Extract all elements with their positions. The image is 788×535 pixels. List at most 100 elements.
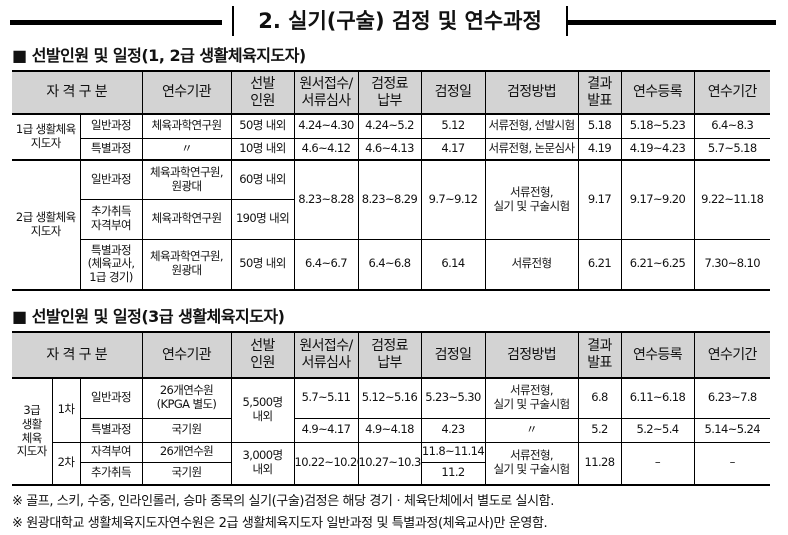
header-cell: 검정일 [420,331,486,379]
cell: 5.12~5.16 [357,377,422,419]
cell: 체육과학연구원 [141,113,232,139]
cell: 11.28 [577,441,622,486]
grade-cell: 2급 생활체육 지도자 [12,159,81,291]
cell: 5.2~5.4 [620,417,695,443]
cell: 〃 [141,137,232,161]
grade-cell: 1급 생활체육 지도자 [12,113,81,161]
cell: 9.17 [577,159,622,240]
cell: 4.19~4.23 [620,137,695,161]
cell: 〃 [484,417,579,443]
schedule-table-level3: 자 격 구 분 연수기관 선발 인원 원서접수/ 서류심사 검정료 납부 검정일… [12,331,770,486]
header-cell: 연수기관 [141,70,232,115]
cell: 특별과정 [80,137,143,161]
header-cell: 원서접수/ 서류심사 [293,331,359,379]
schedule-table-level1-2: 자 격 구 분 연수기관 선발 인원 원서접수/ 서류심사 검정료 납부 검정일… [12,70,771,291]
cell: 6.8 [577,377,622,419]
cell: 일반과정 [79,159,143,200]
cell: 10명 내외 [230,137,295,161]
table-row: 1급 생활체육 지도자 일반과정 체육과학연구원 50명 내외 4.24~4.30 4.… [12,113,771,161]
title-rule-left [10,20,222,25]
cell: 4.19 [577,137,622,161]
section-heading-2: ■ 선발인원 및 일정(3급 생활체육지도자) [12,307,285,326]
header-cell: 자 격 구 분 [12,331,143,379]
cell: 6.4~6.7 [293,238,359,291]
header-cell: 검정료 납부 [357,331,422,379]
table-row: 2차 자격부여 26개연수원 3,000명 내외 10.22~10.26 10.27~1… [12,441,770,486]
header-cell: 검정방법 [484,331,579,379]
header-cell: 검정일 [420,70,486,115]
cell: 26개연수원 (KPGA 별도) [141,377,232,419]
cell: 6.14 [420,238,486,291]
table-row: 2급 생활체육 지도자 일반과정 체육과학연구원, 원광대 60명 내외 8.23~… [12,159,771,291]
table-row: 3급 생활 체육 지도자 1차 일반과정 26개연수원 (KPGA 별도) 5,50… [12,377,770,486]
cell: 7.30~8.10 [693,238,771,291]
cell: 일반과정 [79,113,143,139]
table-row: 특별과정 국기원 4.9~4.17 4.9~4.18 4.23 〃 5.2 5.2~5.4 5.… [12,417,770,443]
table-row: 특별과정 (체육교사, 1급 경기) 체육과학연구원, 원광대 50명 내외 6.4~… [12,238,771,291]
header-cell: 결과 발표 [577,70,622,115]
cell: 26개연수원 [141,441,232,463]
footnote: ※ 원광대학교 생활체육지도자연수원은 2급 생활체육지도자 일반과정 및 특별… [12,516,548,531]
header-cell: 선발 인원 [230,331,295,379]
cell: 서류전형, 논문심사 [484,137,579,161]
round-cell: 1차 [51,377,81,443]
header-cell: 연수등록 [620,331,695,379]
cell: 6.23~7.8 [693,377,770,419]
cell: 10.22~10.26 [293,441,359,486]
cell: 11.2 [420,461,485,486]
cell: 8.23~8.29 [357,159,422,240]
header-cell: 선발 인원 [230,70,295,115]
cell: 4.9~4.17 [293,417,359,443]
cell: 5.7~5.18 [693,137,771,161]
cell: 5.2 [577,417,622,443]
header-cell: 자 격 구 분 [12,70,143,115]
cell: 4.23 [420,417,486,443]
cell: 5.18~5.23 [620,113,695,139]
cell: 6.11~6.18 [620,377,695,419]
cell: 9.17~9.20 [620,159,695,240]
cell: 4.24~5.2 [357,113,422,139]
cell: 특별과정 [80,417,143,443]
header-cell: 연수기관 [141,331,232,379]
cell: 5.18 [577,113,622,139]
cell: 50명 내외 [230,238,295,291]
cell: 50명 내외 [230,113,295,139]
cell: 4.24~4.30 [293,113,359,139]
cell: 체육과학연구원, 원광대 [141,159,232,200]
section-title-bar: 2. 실기(구술) 검정 및 연수과정 [10,6,776,36]
cell: 국기원 [141,461,232,486]
cell: 6.21 [577,238,622,291]
cell: 190명 내외 [230,198,295,240]
section-heading-1: ■ 선발인원 및 일정(1, 2급 생활체육지도자) [12,46,306,65]
round-cell: 2차 [52,441,81,486]
cell: 8.23~8.28 [293,159,359,240]
cell: 5.23~5.30 [420,377,486,419]
cell: 5,500명 내외 [230,377,295,443]
title-rule-right [566,20,776,25]
header-row: 자 격 구 분 연수기관 선발 인원 원서접수/ 서류심사 검정료 납부 검정일… [12,70,771,115]
cell: 자격부여 [79,441,143,463]
cell: 5.12 [420,113,486,139]
cell: 3,000명 내외 [230,441,295,486]
cell: 4.9~4.18 [357,417,422,443]
cell: 추가취득 [80,461,143,486]
header-cell: 결과 발표 [577,331,622,379]
cell: 6.4~6.8 [357,238,422,291]
header-row: 자 격 구 분 연수기관 선발 인원 원서접수/ 서류심사 검정료 납부 검정일… [12,331,770,379]
header-cell: 원서접수/ 서류심사 [293,70,359,115]
cell: 4.6~4.13 [357,137,422,161]
cell: 5.7~5.11 [293,377,359,419]
header-cell: 연수기간 [693,70,771,115]
cell: 서류전형 [484,238,579,291]
table-row: 추가취득 국기원 11.2 [12,461,770,486]
cell: 9.22~11.18 [693,159,771,240]
cell: 서류전형, 실기 및 구술시험 [484,159,579,240]
grade-cell: 3급 생활 체육 지도자 [12,377,53,486]
cell: 9.7~9.12 [420,159,486,240]
cell: 서류전형, 선발시험 [484,113,579,139]
cell: 4.17 [420,137,486,161]
table-row: 특별과정 〃 10명 내외 4.6~4.12 4.6~4.13 4.17 서류전형, 논문심… [12,137,771,161]
cell: 국기원 [141,417,232,443]
cell: 추가취득 자격부여 [80,198,143,240]
cell: 6.21~6.25 [620,238,695,291]
